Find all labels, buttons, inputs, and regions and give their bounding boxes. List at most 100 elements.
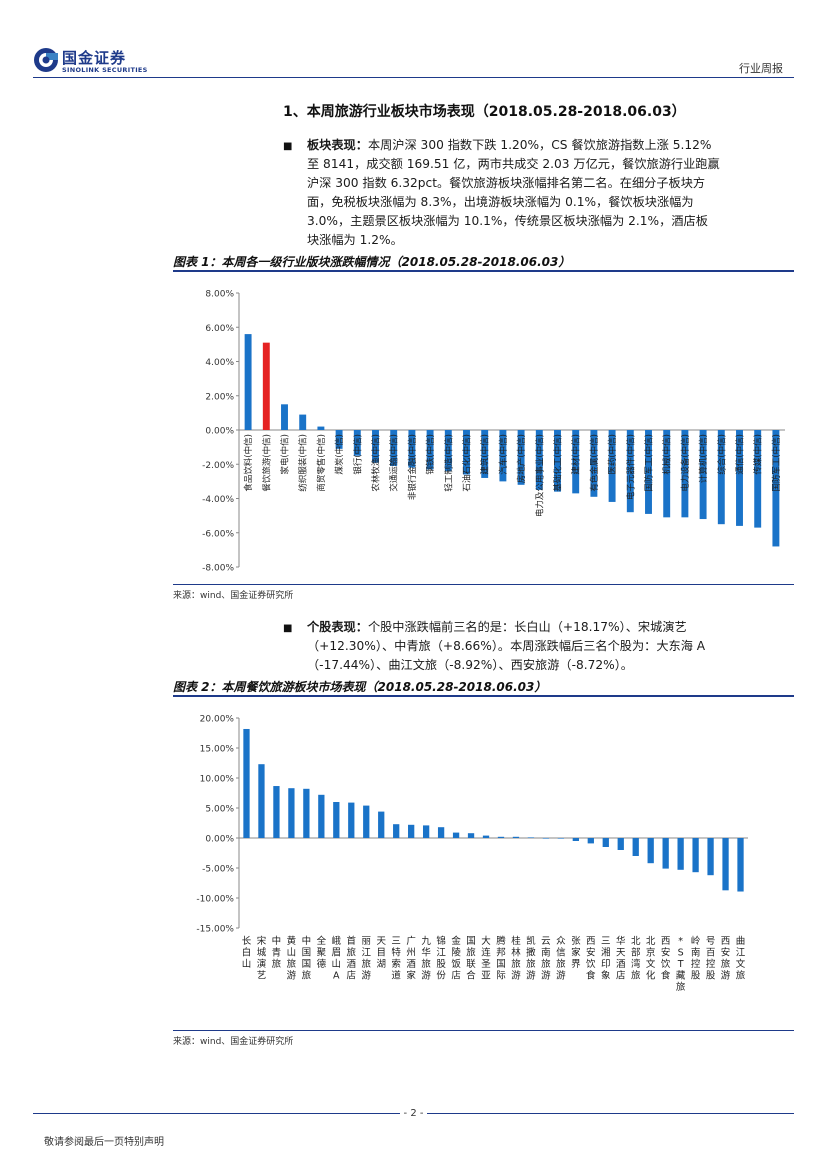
y-tick-label: -5.00% xyxy=(202,865,234,875)
y-tick-label: 0.00% xyxy=(205,427,234,437)
para2-lead: 个股表现： xyxy=(307,620,368,634)
para1-line: 块涨幅为 1.2%。 xyxy=(307,233,403,247)
logo-text-cn: 国金证券 xyxy=(62,49,127,67)
bar xyxy=(335,430,343,449)
bar xyxy=(499,430,507,482)
y-tick-label: -8.00% xyxy=(202,564,234,574)
bar xyxy=(243,728,250,838)
bar xyxy=(317,426,325,430)
bar xyxy=(273,786,280,838)
category-label: 大连圣亚 xyxy=(481,935,491,982)
category-label: 轻工制造(中信) xyxy=(443,434,454,492)
category-label: 农林牧渔(中信) xyxy=(371,434,382,492)
category-label: 基础化工(中信) xyxy=(553,434,564,492)
y-tick-label: -6.00% xyxy=(202,529,234,539)
category-label: 张家界 xyxy=(571,936,581,970)
category-label: 非银行金融(中信) xyxy=(407,434,418,500)
bar xyxy=(353,430,361,456)
category-label: * S T 藏旅 xyxy=(676,936,686,993)
figure2-bottom-rule xyxy=(173,1030,794,1031)
bar xyxy=(677,838,684,870)
bar xyxy=(497,836,505,838)
category-label: 中青旅 xyxy=(272,935,282,970)
category-label: 电力设备(中信) xyxy=(680,434,691,492)
bullet-icon: ■ xyxy=(283,141,293,152)
bar xyxy=(422,825,430,838)
stock-performance-chart: 20.00% 15.00% 10.00% 5.00% 0.00% -5.00% -10.00… xyxy=(196,715,748,993)
category-label: 家电(中信) xyxy=(280,434,291,475)
category-label: 长白山 xyxy=(242,935,252,970)
y-tick-label: -4.00% xyxy=(202,495,234,505)
bullet-icon: ■ xyxy=(283,623,293,634)
category-label: 有色金属(中信) xyxy=(589,434,600,492)
bar xyxy=(557,838,565,839)
bar xyxy=(527,837,535,838)
bar xyxy=(363,805,370,838)
category-label: 国防军工(中信) xyxy=(771,434,782,492)
bar xyxy=(692,838,699,873)
bar xyxy=(512,836,520,838)
y-tick-label: 6.00% xyxy=(205,324,234,334)
category-label: 九华旅游 xyxy=(421,935,431,982)
category-label: 传媒(中信) xyxy=(753,434,764,475)
figure2-source: 来源：wind、国金证券研究所 xyxy=(173,1037,294,1047)
category-label: 电子元器件(中信) xyxy=(625,434,636,500)
category-label: 锦江股份 xyxy=(436,935,446,982)
bar xyxy=(737,838,744,892)
y-tick-label: 15.00% xyxy=(200,745,235,755)
category-label: 西安饮食 xyxy=(586,936,596,982)
bar xyxy=(378,811,385,838)
bar xyxy=(602,838,609,847)
bar xyxy=(452,832,460,838)
bar xyxy=(707,838,714,876)
figure1-top-rule xyxy=(173,270,794,272)
bar xyxy=(258,764,265,838)
section-title: 1、本周旅游行业板块市场表现（2018.05.28-2018.06.03） xyxy=(283,104,686,120)
category-label: 丽江旅游 xyxy=(361,936,371,982)
y-tick-label: 5.00% xyxy=(205,805,234,815)
bar xyxy=(717,430,725,525)
bar xyxy=(554,430,561,492)
bar xyxy=(645,430,652,514)
y-tick-label: 20.00% xyxy=(200,715,235,725)
y-tick-label: 4.00% xyxy=(205,358,234,368)
category-label: 计算机(中信) xyxy=(698,434,709,483)
category-label: 汽车(中信) xyxy=(498,434,509,475)
category-label: 建材(中信) xyxy=(571,434,582,475)
bar xyxy=(572,430,580,494)
bar xyxy=(772,430,780,547)
category-label: 宋城演艺 xyxy=(257,935,267,982)
bar xyxy=(444,430,452,472)
y-tick-label: 10.00% xyxy=(200,775,235,785)
para2-line: 个股中涨跌幅前三名的是：长白山（+18.17%）、宋城演艺 xyxy=(367,620,687,634)
bar xyxy=(608,430,616,502)
category-label: 三特索道 xyxy=(391,936,401,982)
sector-performance-paragraph: 板块表现：本周沪深 300 指数下跌 1.20%，CS 餐饮旅游指数上涨 5.1… xyxy=(307,136,785,250)
bar xyxy=(662,838,669,869)
category-label: 首旅酒店 xyxy=(347,935,357,982)
category-label: 钢铁(中信) xyxy=(425,434,436,475)
figure2-title: 图表 2：本周餐饮旅游板块市场表现（2018.05.28-2018.06.03） xyxy=(173,680,547,694)
bar xyxy=(333,802,340,838)
figure1-bottom-rule xyxy=(173,584,794,585)
bar xyxy=(303,788,310,838)
category-label: 综合(中信) xyxy=(716,434,727,475)
bar xyxy=(736,430,743,526)
company-logo-icon xyxy=(34,48,58,72)
category-label: 全聚德 xyxy=(317,935,327,970)
logo-text-en: SINOLINK SECURITIES xyxy=(62,66,148,74)
category-label: 通信(中信) xyxy=(735,434,746,475)
category-label: 众信旅游 xyxy=(556,936,566,982)
category-label: 国旅联合 xyxy=(466,936,476,982)
category-label: 商贸零售(中信) xyxy=(316,434,327,492)
bar xyxy=(699,430,707,520)
category-label: 医药(中信) xyxy=(607,434,618,475)
y-tick-label: 0.00% xyxy=(205,835,234,845)
page-number-text: - 2 - xyxy=(399,1108,428,1119)
para1-line: 至 8141，成交额 169.51 亿，两市共成交 2.03 万亿元，餐饮旅游行… xyxy=(307,157,720,171)
category-label: 银行(中信) xyxy=(352,434,363,475)
bar xyxy=(262,342,270,430)
disclaimer-note: 敬请参阅最后一页特别声明 xyxy=(44,1137,164,1148)
category-label: 电力及公用事业(中信) xyxy=(534,434,545,517)
bar xyxy=(481,430,489,478)
